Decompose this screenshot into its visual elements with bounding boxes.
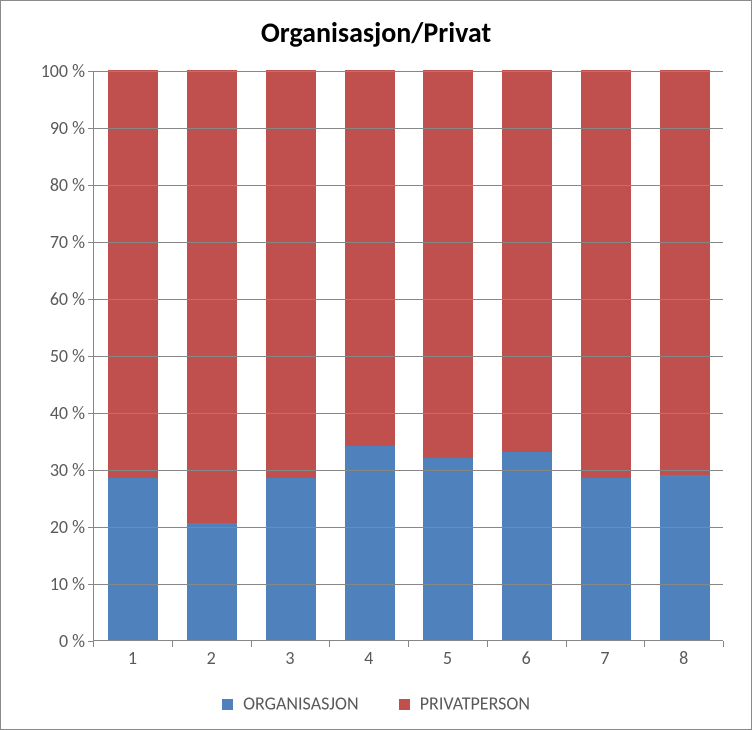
- gridline: [94, 128, 723, 129]
- y-tick-mark: [88, 185, 94, 186]
- x-tick-mark: [487, 641, 488, 647]
- legend: ORGANISASJON PRIVATPERSON: [1, 691, 751, 715]
- x-tick-label: 7: [580, 647, 630, 669]
- legend-item-privatperson: PRIVATPERSON: [399, 691, 530, 715]
- legend-label-organisasjon: ORGANISASJON: [243, 693, 358, 715]
- gridline: [94, 470, 723, 471]
- y-tick-label: 40 %: [25, 402, 85, 424]
- bar-segment-privatperson: [108, 70, 158, 478]
- bar-segment-privatperson: [187, 70, 237, 523]
- x-tick-label: 5: [422, 647, 472, 669]
- y-tick-label: 90 %: [25, 117, 85, 139]
- x-tick-mark: [644, 641, 645, 647]
- bar-segment-organisasjon: [423, 458, 473, 640]
- gridline: [94, 185, 723, 186]
- y-tick-mark: [88, 242, 94, 243]
- y-tick-mark: [88, 71, 94, 72]
- y-tick-mark: [88, 527, 94, 528]
- x-tick-mark: [93, 641, 94, 647]
- y-tick-mark: [88, 356, 94, 357]
- x-tick-label: 2: [186, 647, 236, 669]
- x-tick-label: 3: [265, 647, 315, 669]
- legend-item-organisasjon: ORGANISASJON: [222, 691, 359, 715]
- x-tick-mark: [566, 641, 567, 647]
- y-tick-mark: [88, 413, 94, 414]
- bar-segment-organisasjon: [187, 523, 237, 640]
- plot-area: [93, 71, 723, 641]
- bar-segment-privatperson: [581, 70, 631, 478]
- y-tick-label: 60 %: [25, 288, 85, 310]
- y-tick-mark: [88, 470, 94, 471]
- y-tick-mark: [88, 128, 94, 129]
- y-tick-label: 0 %: [25, 630, 85, 652]
- gridline: [94, 584, 723, 585]
- bar-segment-privatperson: [266, 70, 316, 478]
- bar-segment-privatperson: [660, 70, 710, 475]
- gridline: [94, 299, 723, 300]
- bar-segment-organisasjon: [502, 452, 552, 640]
- legend-swatch-organisasjon: [222, 699, 233, 710]
- y-tick-label: 20 %: [25, 516, 85, 538]
- x-tick-mark: [172, 641, 173, 647]
- legend-swatch-privatperson: [399, 699, 410, 710]
- y-tick-label: 30 %: [25, 459, 85, 481]
- x-tick-label: 4: [344, 647, 394, 669]
- y-tick-label: 80 %: [25, 174, 85, 196]
- x-tick-label: 1: [107, 647, 157, 669]
- y-tick-label: 10 %: [25, 573, 85, 595]
- gridline: [94, 527, 723, 528]
- bar-segment-organisasjon: [581, 478, 631, 640]
- y-tick-mark: [88, 299, 94, 300]
- x-tick-mark: [251, 641, 252, 647]
- chart-title: Organisasjon/Privat: [1, 1, 751, 50]
- y-tick-mark: [88, 584, 94, 585]
- gridline: [94, 356, 723, 357]
- bar-segment-organisasjon: [345, 446, 395, 640]
- x-tick-label: 6: [501, 647, 551, 669]
- x-tick-mark: [723, 641, 724, 647]
- bar-segment-organisasjon: [660, 475, 710, 640]
- gridline: [94, 242, 723, 243]
- bar-segment-privatperson: [345, 70, 395, 446]
- gridline: [94, 71, 723, 72]
- y-tick-label: 50 %: [25, 345, 85, 367]
- bar-segment-organisasjon: [108, 478, 158, 640]
- bar-segment-organisasjon: [266, 478, 316, 640]
- gridline: [94, 413, 723, 414]
- x-tick-mark: [408, 641, 409, 647]
- chart-container: Organisasjon/Privat ORGANISASJON PRIVATP…: [0, 0, 752, 730]
- y-tick-label: 70 %: [25, 231, 85, 253]
- y-tick-label: 100 %: [25, 60, 85, 82]
- x-tick-label: 8: [659, 647, 709, 669]
- x-tick-mark: [329, 641, 330, 647]
- legend-label-privatperson: PRIVATPERSON: [420, 693, 530, 715]
